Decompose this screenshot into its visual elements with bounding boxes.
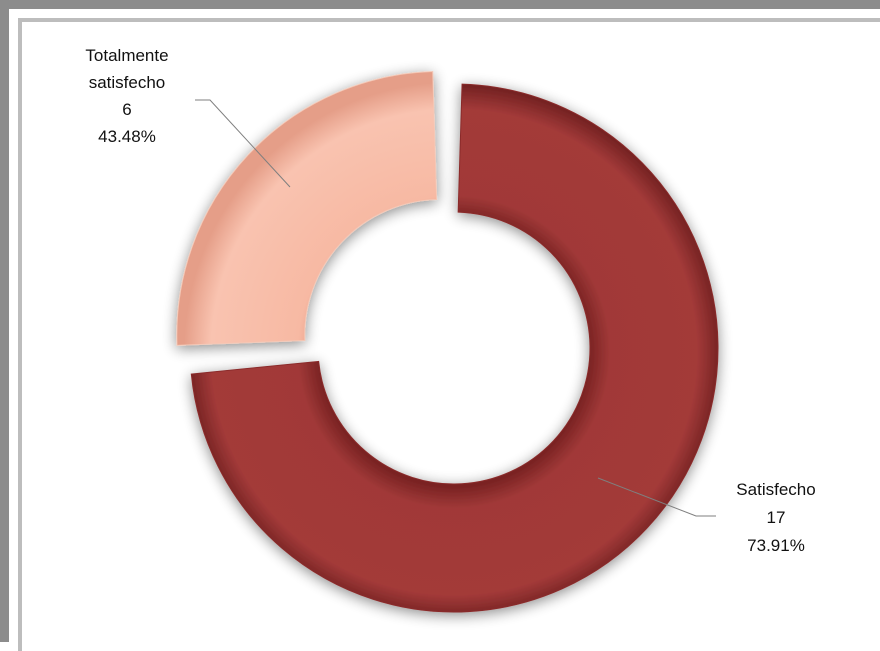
donut-slices <box>176 71 719 613</box>
slice-percent-label: 43.48% <box>98 127 156 146</box>
leader-line-totalmente-satisfecho <box>195 99 291 188</box>
slice-name-line-1: Totalmente <box>85 46 168 65</box>
data-label-totalmente-satisfecho: Totalmente satisfecho 6 43.48% <box>85 46 168 146</box>
leader-line-satisfecho <box>597 477 716 517</box>
chart-frame-inner <box>18 18 880 651</box>
slice-name-line-2: satisfecho <box>89 73 166 92</box>
slice-name-line-1: Satisfecho <box>736 480 815 499</box>
slice-value-label: 6 <box>122 100 131 119</box>
slice-satisfecho <box>190 83 719 613</box>
slice-percent-label: 73.91% <box>747 536 805 555</box>
slice-totalmente-satisfecho <box>176 71 438 346</box>
slice-value-label: 17 <box>767 508 786 527</box>
leader-lines <box>195 99 716 517</box>
data-label-satisfecho: Satisfecho 17 73.91% <box>736 480 815 555</box>
